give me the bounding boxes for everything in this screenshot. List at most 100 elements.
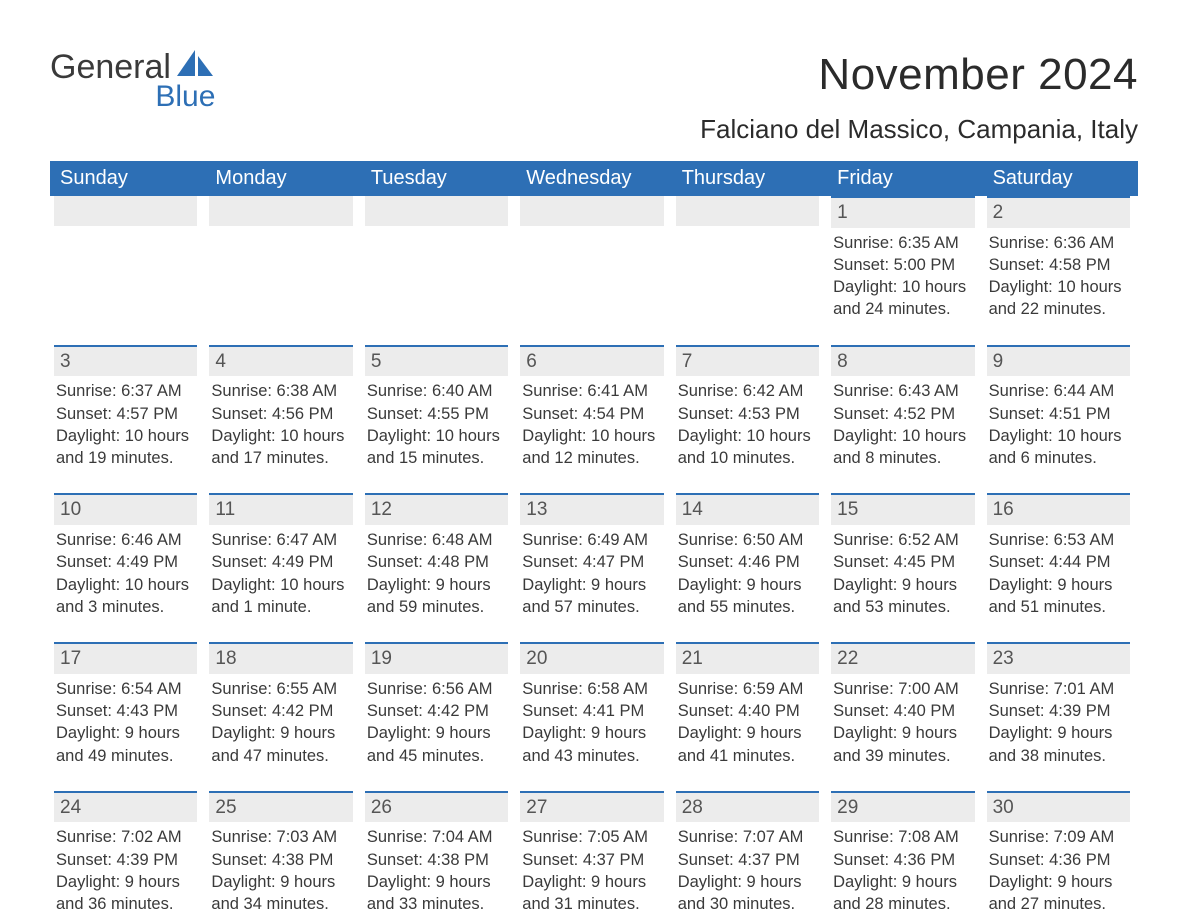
- day-sunset: Sunset: 4:42 PM: [209, 700, 352, 722]
- weekday-header: Friday: [827, 161, 982, 196]
- day-cell: [50, 196, 205, 321]
- day-sunset: Sunset: 4:39 PM: [54, 849, 197, 871]
- day-day2: and 1 minute.: [209, 596, 352, 618]
- day-sunrise: Sunrise: 6:41 AM: [520, 380, 663, 402]
- day-sunset: Sunset: 4:57 PM: [54, 403, 197, 425]
- day-day1: Daylight: 10 hours: [209, 574, 352, 596]
- day-sunrise: Sunrise: 6:58 AM: [520, 678, 663, 700]
- day-sunrise: Sunrise: 7:09 AM: [987, 826, 1130, 848]
- day-sunrise: Sunrise: 6:35 AM: [831, 232, 974, 254]
- day-day1: Daylight: 9 hours: [209, 722, 352, 744]
- day-number: 19: [365, 642, 508, 674]
- day-sunset: Sunset: 4:36 PM: [987, 849, 1130, 871]
- day-sunset: Sunset: 4:56 PM: [209, 403, 352, 425]
- day-sunset: Sunset: 4:53 PM: [676, 403, 819, 425]
- day-cell: 1Sunrise: 6:35 AMSunset: 5:00 PMDaylight…: [827, 196, 982, 321]
- day-sunrise: Sunrise: 6:47 AM: [209, 529, 352, 551]
- day-sunset: Sunset: 4:54 PM: [520, 403, 663, 425]
- day-sunset: Sunset: 4:48 PM: [365, 551, 508, 573]
- day-cell: 25Sunrise: 7:03 AMSunset: 4:38 PMDayligh…: [205, 791, 360, 916]
- day-day1: Daylight: 9 hours: [520, 574, 663, 596]
- day-day2: and 59 minutes.: [365, 596, 508, 618]
- day-day2: and 10 minutes.: [676, 447, 819, 469]
- day-sunrise: Sunrise: 6:52 AM: [831, 529, 974, 551]
- day-sunset: Sunset: 4:44 PM: [987, 551, 1130, 573]
- day-sunset: Sunset: 4:43 PM: [54, 700, 197, 722]
- day-day1: Daylight: 9 hours: [831, 871, 974, 893]
- day-number: 17: [54, 642, 197, 674]
- day-cell: 30Sunrise: 7:09 AMSunset: 4:36 PMDayligh…: [983, 791, 1138, 916]
- day-cell: 24Sunrise: 7:02 AMSunset: 4:39 PMDayligh…: [50, 791, 205, 916]
- day-cell: 20Sunrise: 6:58 AMSunset: 4:41 PMDayligh…: [516, 642, 671, 767]
- day-cell: 6Sunrise: 6:41 AMSunset: 4:54 PMDaylight…: [516, 345, 671, 470]
- day-sunrise: Sunrise: 7:03 AM: [209, 826, 352, 848]
- day-day2: and 28 minutes.: [831, 893, 974, 915]
- week-row: 3Sunrise: 6:37 AMSunset: 4:57 PMDaylight…: [50, 345, 1138, 470]
- week-row: 1Sunrise: 6:35 AMSunset: 5:00 PMDaylight…: [50, 196, 1138, 321]
- day-day1: Daylight: 10 hours: [676, 425, 819, 447]
- logo-sail-icon: [177, 50, 215, 83]
- day-day1: Daylight: 10 hours: [209, 425, 352, 447]
- day-number: 10: [54, 493, 197, 525]
- week-row: 17 Sunrise: 6:54 AMSunset: 4:43 PM Dayligh…: [50, 642, 1138, 767]
- day-sunrise: Sunrise: 7:08 AM: [831, 826, 974, 848]
- day-day1: Daylight: 9 hours: [365, 871, 508, 893]
- day-sunset: Sunset: 4:38 PM: [365, 849, 508, 871]
- day-number: 11: [209, 493, 352, 525]
- day-sunrise: Sunrise: 7:07 AM: [676, 826, 819, 848]
- day-number: 9: [987, 345, 1130, 377]
- day-day1: Daylight: 9 hours: [987, 574, 1130, 596]
- weekday-header: Sunday: [50, 161, 205, 196]
- day-sunset: Sunset: 5:00 PM: [831, 254, 974, 276]
- day-day1: Daylight: 10 hours: [831, 425, 974, 447]
- day-day1: Daylight: 9 hours: [676, 722, 819, 744]
- day-day1: Daylight: 10 hours: [831, 276, 974, 298]
- day-sunrise: Sunrise: 7:02 AM: [54, 826, 197, 848]
- day-day1: Daylight: 9 hours: [365, 722, 508, 744]
- day-day2: and 30 minutes.: [676, 893, 819, 915]
- day-day1: Daylight: 10 hours: [520, 425, 663, 447]
- day-number: 2: [987, 196, 1130, 228]
- day-cell: 17Sunrise: 6:54 AMSunset: 4:43 PMDayligh…: [50, 642, 205, 767]
- day-day1: Daylight: 9 hours: [520, 871, 663, 893]
- day-number-blank: [209, 196, 352, 226]
- weekday-header: Tuesday: [361, 161, 516, 196]
- day-cell: 29Sunrise: 7:08 AMSunset: 4:36 PMDayligh…: [827, 791, 982, 916]
- day-day2: and 31 minutes.: [520, 893, 663, 915]
- day-sunrise: Sunrise: 6:50 AM: [676, 529, 819, 551]
- day-sunrise: Sunrise: 6:43 AM: [831, 380, 974, 402]
- day-day1: Daylight: 9 hours: [987, 722, 1130, 744]
- day-number: 14: [676, 493, 819, 525]
- day-day2: and 45 minutes.: [365, 745, 508, 767]
- day-sunrise: Sunrise: 6:54 AM: [54, 678, 197, 700]
- day-sunset: Sunset: 4:40 PM: [831, 700, 974, 722]
- day-sunrise: Sunrise: 6:59 AM: [676, 678, 819, 700]
- title-block: November 2024 Falciano del Massico, Camp…: [700, 50, 1138, 155]
- day-number: 29: [831, 791, 974, 823]
- weekday-header: Thursday: [672, 161, 827, 196]
- day-number-blank: [520, 196, 663, 226]
- day-cell: 22Sunrise: 7:00 AMSunset: 4:40 PMDayligh…: [827, 642, 982, 767]
- day-day1: Daylight: 9 hours: [831, 574, 974, 596]
- day-day2: and 34 minutes.: [209, 893, 352, 915]
- day-number: 24: [54, 791, 197, 823]
- day-sunrise: Sunrise: 6:46 AM: [54, 529, 197, 551]
- day-number: 30: [987, 791, 1130, 823]
- day-day2: and 43 minutes.: [520, 745, 663, 767]
- day-number: 12: [365, 493, 508, 525]
- day-sunrise: Sunrise: 6:56 AM: [365, 678, 508, 700]
- day-day2: and 22 minutes.: [987, 298, 1130, 320]
- day-sunrise: Sunrise: 6:38 AM: [209, 380, 352, 402]
- day-cell: 2Sunrise: 6:36 AMSunset: 4:58 PMDaylight…: [983, 196, 1138, 321]
- day-sunset: Sunset: 4:38 PM: [209, 849, 352, 871]
- day-sunset: Sunset: 4:47 PM: [520, 551, 663, 573]
- week-row: 10Sunrise: 6:46 AMSunset: 4:49 PMDayligh…: [50, 493, 1138, 618]
- day-day2: and 53 minutes.: [831, 596, 974, 618]
- day-sunset: Sunset: 4:42 PM: [365, 700, 508, 722]
- day-number: 13: [520, 493, 663, 525]
- day-day2: and 47 minutes.: [209, 745, 352, 767]
- day-cell: 28Sunrise: 7:07 AMSunset: 4:37 PMDayligh…: [672, 791, 827, 916]
- day-day1: Daylight: 9 hours: [676, 871, 819, 893]
- day-sunrise: Sunrise: 6:49 AM: [520, 529, 663, 551]
- day-cell: 3Sunrise: 6:37 AMSunset: 4:57 PMDaylight…: [50, 345, 205, 470]
